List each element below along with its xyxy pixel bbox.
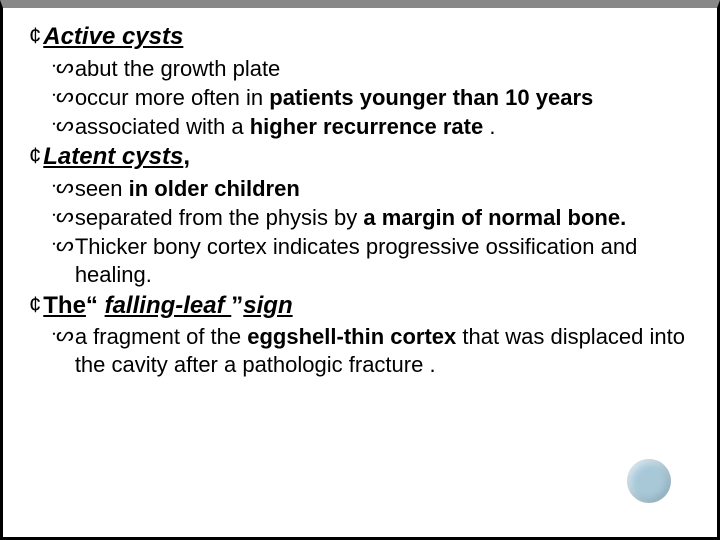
list-item: ᔡa fragment of the eggshell-thin cortex …	[51, 323, 699, 379]
list-item-text: associated with a higher recurrence rate…	[75, 113, 496, 141]
section-heading: ¢The“ falling-leaf ”sign	[29, 291, 699, 322]
bullet-level2-icon: ᔡ	[51, 233, 74, 259]
bullet-level1-icon: ¢	[29, 291, 41, 320]
bullet-level1-icon: ¢	[29, 22, 41, 51]
bullet-level2-icon: ᔡ	[51, 204, 74, 230]
section-heading: ¢Active cysts	[29, 22, 699, 53]
list-item: ᔡseen in older children	[51, 175, 699, 203]
bullet-level2-icon: ᔡ	[51, 84, 74, 110]
list-item: ᔡ associated with a higher recurrence ra…	[51, 113, 699, 141]
decorative-circle-icon	[627, 459, 671, 503]
list-item-text: separated from the physis by a margin of…	[75, 204, 626, 232]
section-heading: ¢Latent cysts,	[29, 142, 699, 173]
section-heading-text: Latent cysts,	[43, 142, 190, 173]
bullet-level1-icon: ¢	[29, 142, 41, 171]
list-item-text: seen in older children	[75, 175, 300, 203]
list-item-text: abut the growth plate	[75, 55, 280, 83]
list-item: ᔡ separated from the physis by a margin …	[51, 204, 699, 232]
list-item-text: a fragment of the eggshell-thin cortex t…	[75, 323, 699, 379]
list-item: ᔡoccur more often in patients younger th…	[51, 84, 699, 112]
section-heading-text: The“ falling-leaf ”sign	[43, 291, 292, 322]
list-item-text: occur more often in patients younger tha…	[75, 84, 593, 112]
list-item: ᔡ abut the growth plate	[51, 55, 699, 83]
list-item: ᔡThicker bony cortex indicates progressi…	[51, 233, 699, 289]
bullet-level2-icon: ᔡ	[51, 55, 74, 81]
list-item-text: Thicker bony cortex indicates progressiv…	[75, 233, 699, 289]
bullet-level2-icon: ᔡ	[51, 323, 74, 349]
bullet-level2-icon: ᔡ	[51, 113, 74, 139]
slide-content: ¢Active cystsᔡ abut the growth plateᔡocc…	[29, 22, 699, 380]
bullet-level2-icon: ᔡ	[51, 175, 74, 201]
section-heading-text: Active cysts	[43, 22, 183, 53]
slide: ¢Active cystsᔡ abut the growth plateᔡocc…	[0, 0, 720, 540]
